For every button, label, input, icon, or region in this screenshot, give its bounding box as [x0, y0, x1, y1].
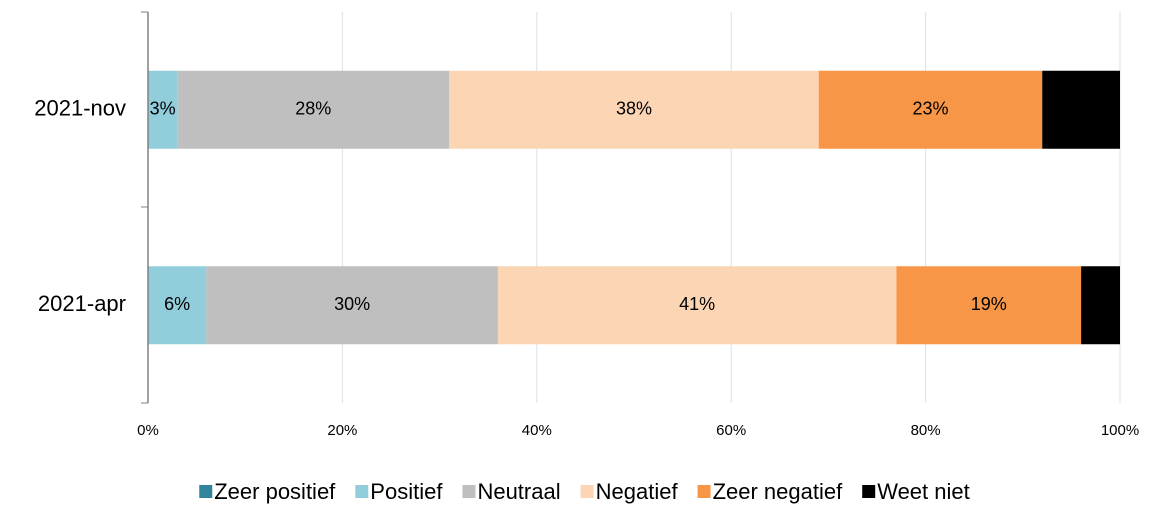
data-label: 41%: [679, 294, 715, 314]
legend-swatch: [697, 485, 711, 498]
legend-label: Positief: [370, 479, 443, 504]
data-label: 8%: [1068, 99, 1094, 119]
bar-segment: [148, 266, 207, 345]
y-tick-label: 2021-apr: [38, 291, 126, 316]
legend-swatch: [580, 485, 594, 498]
legend: Zeer positief Positief Neutraal Negatief Zee…: [199, 479, 970, 504]
bar-segment: [449, 70, 819, 149]
x-tick-label: 100%: [1101, 422, 1139, 439]
bars: 3% 28% 38% 23% 8% 6% 30% 41% 19% 4%: [148, 70, 1120, 345]
x-tick-label: 60%: [716, 422, 746, 439]
data-label: 4%: [1088, 294, 1114, 314]
bar-segment: [1042, 70, 1120, 149]
x-tick-label: 20%: [327, 422, 357, 439]
data-label: 23%: [912, 99, 948, 119]
bar-segment: [497, 266, 897, 345]
data-label: 38%: [616, 99, 652, 119]
legend-label: Zeer positief: [214, 479, 336, 504]
bar-segment: [818, 70, 1043, 149]
x-tick-label: 40%: [522, 422, 552, 439]
legend-swatch: [862, 485, 876, 498]
y-tick-label: 2021-nov: [34, 96, 126, 121]
bar-segment: [177, 70, 450, 149]
bar-segment: [1081, 266, 1120, 345]
x-tick-label: 80%: [911, 422, 941, 439]
legend-swatch: [199, 485, 213, 498]
data-label: 19%: [971, 294, 1007, 314]
legend-swatch: [355, 485, 369, 498]
bar-segment: [896, 266, 1082, 345]
legend-label: Weet niet: [877, 479, 970, 504]
data-label: 28%: [295, 99, 331, 119]
legend-swatch: [462, 485, 476, 498]
data-label: 30%: [334, 294, 370, 314]
x-tick-label: 0%: [137, 422, 159, 439]
grid: [341, 12, 1121, 403]
legend-label: Neutraal: [477, 479, 560, 504]
data-label: 6%: [164, 294, 190, 314]
legend-label: Zeer negatief: [713, 479, 844, 504]
data-label: 3%: [150, 99, 176, 119]
bar-segment: [206, 266, 498, 345]
legend-label: Negatief: [596, 479, 679, 504]
bar-segment: [148, 70, 178, 149]
